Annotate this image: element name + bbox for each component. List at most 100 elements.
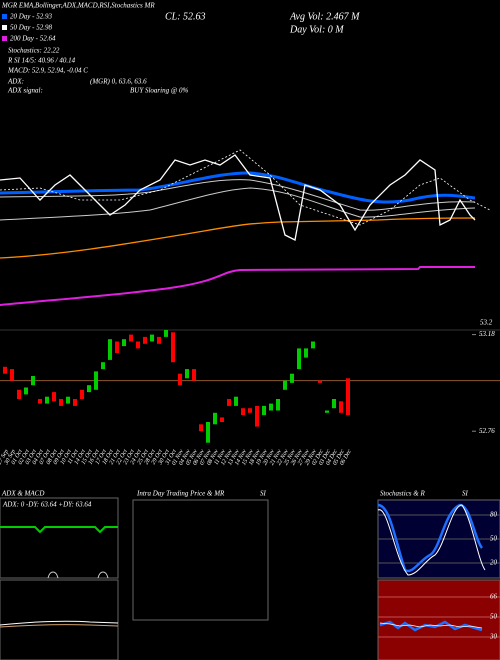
candle-body xyxy=(129,334,133,342)
candle-body xyxy=(80,389,84,399)
candle-body xyxy=(332,399,336,409)
stoch-tick: 50 xyxy=(490,535,498,543)
candle-body xyxy=(94,371,98,390)
macd-panel xyxy=(0,579,119,660)
stochastics: Stochastics: 22.22 xyxy=(8,47,60,55)
candle-body xyxy=(304,348,308,358)
adx-label: ADX: xyxy=(7,78,24,86)
stoch-title: Stochastics & R xyxy=(380,490,425,498)
candle-body xyxy=(339,401,343,413)
candle-body xyxy=(3,366,7,374)
price-line xyxy=(0,154,476,241)
candle-body xyxy=(318,380,322,383)
stoch-d xyxy=(377,504,486,576)
header-top: MGR EMA,Bollinger,ADX,MACD,RSI,Stochasti… xyxy=(1,2,155,10)
candle-body xyxy=(45,396,49,404)
stoch-tick: 80 xyxy=(490,511,498,519)
intraday-panel xyxy=(132,499,269,621)
rsi-tick: 30 xyxy=(489,633,498,641)
ma200: 200 Day - 52.64 xyxy=(10,35,56,43)
avg-vol: Avg Vol: 2.467 M xyxy=(289,11,360,22)
candle-body xyxy=(171,332,175,363)
candle-body xyxy=(185,369,189,379)
rsi-signal xyxy=(379,622,483,629)
candle-body xyxy=(220,417,224,422)
candle-body xyxy=(38,399,42,404)
candle-body xyxy=(206,422,210,443)
candle-body xyxy=(17,389,21,399)
candle-body xyxy=(276,399,280,411)
candle-body xyxy=(227,399,231,406)
intraday-title: Intra Day Trading Price & MR xyxy=(136,490,225,498)
price-axis-label: 53.2 xyxy=(480,319,493,327)
signal-line xyxy=(0,149,491,226)
candle-body xyxy=(262,405,266,416)
candle-body xyxy=(178,373,182,386)
day-vol: Day Vol: 0 M xyxy=(289,24,344,35)
candle-body xyxy=(199,424,203,432)
candle-body xyxy=(52,392,56,402)
stoch-tick: 20 xyxy=(490,559,498,567)
candle-body xyxy=(164,330,168,337)
adx-marks xyxy=(47,571,109,579)
candle-body xyxy=(122,339,126,347)
candle-body xyxy=(10,369,14,381)
candle-body xyxy=(108,339,112,360)
ema-line xyxy=(0,217,476,259)
candle-body xyxy=(290,373,294,383)
adx-line xyxy=(0,526,118,534)
intraday-title2: SI xyxy=(260,490,267,498)
candle-body xyxy=(346,378,350,416)
candle-body xyxy=(150,334,154,342)
stoch-k xyxy=(377,503,484,573)
candle-body xyxy=(192,369,196,381)
ma20: 20 Day - 52.93 xyxy=(10,13,52,21)
candle-body xyxy=(66,396,70,404)
candle-body xyxy=(255,405,259,427)
adx-signal: BUY Sloaring @ 0% xyxy=(130,87,189,95)
adx-signal-label: ADX signal: xyxy=(7,87,43,95)
legend-swatch xyxy=(2,14,7,19)
candle-body xyxy=(157,336,161,344)
candle-body xyxy=(73,399,77,406)
ma50: 50 Day - 52.98 xyxy=(10,24,52,32)
candle-body xyxy=(24,387,28,395)
candle-body xyxy=(297,348,301,370)
candle-body xyxy=(143,336,147,344)
bollinger-lower xyxy=(0,187,476,221)
candle-body xyxy=(325,410,329,413)
adx-panel xyxy=(0,497,119,579)
candle-body xyxy=(213,412,217,425)
candle-body xyxy=(283,380,287,390)
rsi: R SI 14/5: 40.96 / 40.14 xyxy=(7,57,76,65)
y-tick-label: 52.76 xyxy=(479,427,495,435)
y-tick-label: 53.18 xyxy=(479,330,495,338)
ma50-line xyxy=(0,171,476,204)
rsi-panel xyxy=(377,579,500,660)
close: CL: 52.63 xyxy=(165,11,206,22)
rsi-tick: 50 xyxy=(490,613,498,621)
macd-line xyxy=(0,620,119,626)
legend-swatch xyxy=(2,36,7,41)
candle-body xyxy=(87,385,91,393)
candle-body xyxy=(269,403,273,411)
rsi-tick: 66 xyxy=(490,593,498,601)
candle-body xyxy=(101,362,105,370)
rsi-line xyxy=(379,620,483,632)
candle-body xyxy=(311,341,315,349)
adx-values: (MGR) 0, 63.6, 63.6 xyxy=(90,78,147,86)
legend-swatch xyxy=(2,25,7,30)
candle-body xyxy=(241,408,245,416)
adx-title: ADX & MACD xyxy=(1,490,44,498)
candle-body xyxy=(115,341,119,353)
macd-signal xyxy=(0,624,119,628)
candle-body xyxy=(234,396,238,406)
candle-body xyxy=(136,341,140,349)
adx-text: ADX: 0 -DY: 63.64 +DY: 63.64 xyxy=(2,501,92,509)
macd: MACD: 52.9, 52.94, -0.04 C xyxy=(7,67,88,75)
candle-body xyxy=(31,376,35,386)
date-label: 27 Sep xyxy=(0,449,10,466)
candle-body xyxy=(59,399,63,406)
